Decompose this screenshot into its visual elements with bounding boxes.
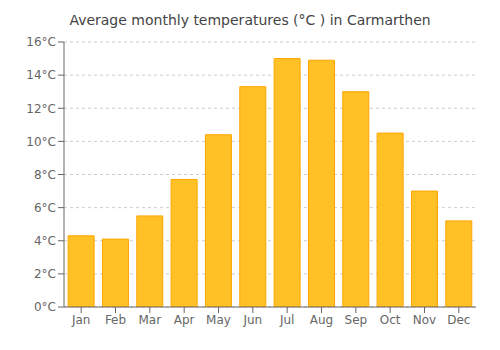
svg-text:2°C: 2°C <box>34 267 56 281</box>
svg-text:May: May <box>206 313 231 327</box>
svg-text:8°C: 8°C <box>34 168 56 182</box>
html-text:Average monthly temperatures (: Average monthly temperatures (°C ) in Ca… <box>69 12 431 28</box>
svg-text:Jun: Jun <box>242 313 262 327</box>
svg-text:12°C: 12°C <box>26 102 56 116</box>
svg-text:Jan: Jan <box>71 313 91 327</box>
svg-text:6°C: 6°C <box>34 201 56 215</box>
svg-text:Mar: Mar <box>139 313 162 327</box>
svg-text:10°C: 10°C <box>26 135 56 149</box>
svg-text:0°C: 0°C <box>34 300 56 314</box>
svg-text:Jul: Jul <box>279 313 294 327</box>
svg-text:Apr: Apr <box>174 313 195 327</box>
svg-text:16°C: 16°C <box>26 35 56 49</box>
svg-text:Aug: Aug <box>310 313 333 327</box>
svg-text:Feb: Feb <box>105 313 126 327</box>
svg-text:14°C: 14°C <box>26 68 56 82</box>
svg-text:Oct: Oct <box>380 313 401 327</box>
svg-text:4°C: 4°C <box>34 234 56 248</box>
svg-text:Nov: Nov <box>413 313 436 327</box>
svg-text:Dec: Dec <box>447 313 470 327</box>
svg-text:Sep: Sep <box>345 313 368 327</box>
